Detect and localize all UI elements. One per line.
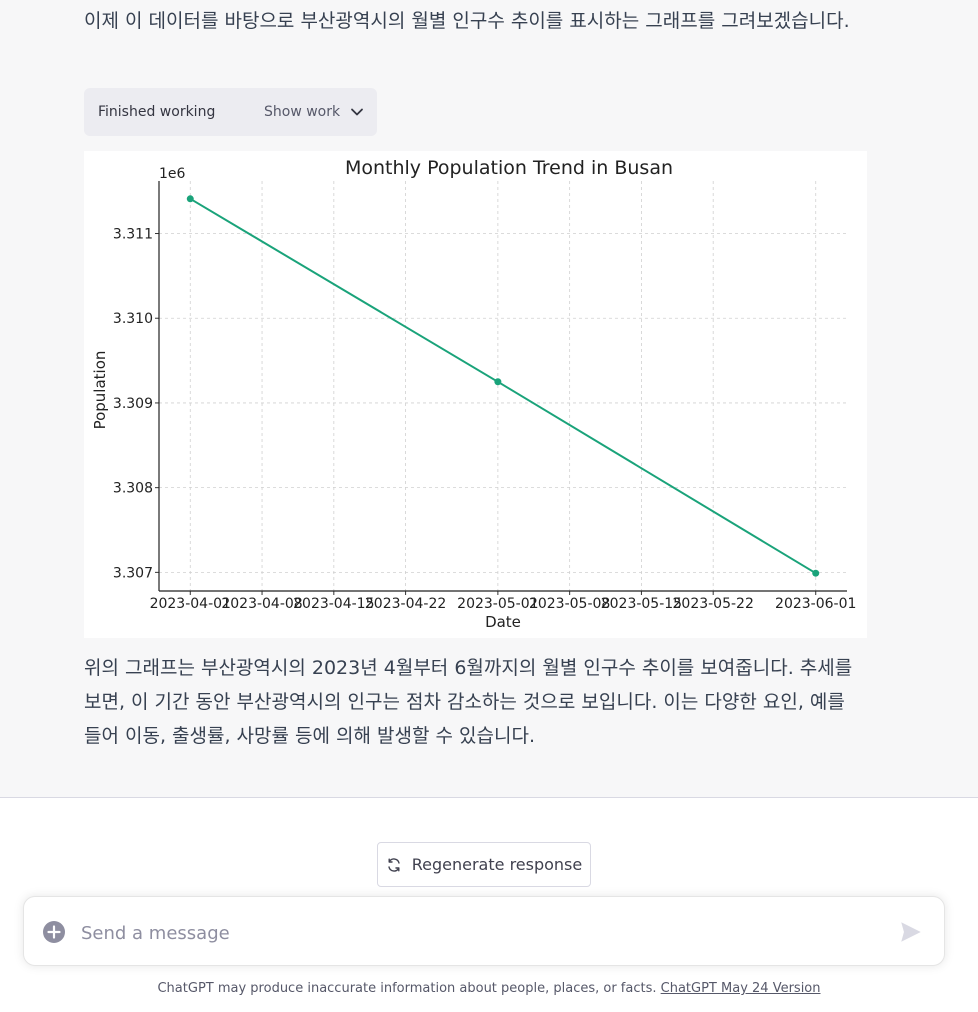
x-tick-label: 2023-04-22 [365,596,446,612]
y-tick-label: 3.311 [113,227,153,243]
chart-svg: 3.3073.3083.3093.3103.3112023-04-012023-… [91,157,856,631]
show-work-button[interactable]: Show work [264,88,364,136]
x-tick-label: 2023-04-08 [221,596,302,612]
y-tick-label: 3.309 [113,396,153,412]
x-tick-label: 2023-04-15 [293,596,374,612]
tool-status-label: Finished working [98,104,216,120]
series-line [189,197,817,575]
assistant-message: 이제 이 데이터를 바탕으로 부산광역시의 월별 인구수 추이를 표시하는 그래… [0,10,978,798]
y-tick-label: 3.310 [113,311,153,327]
regenerate-button[interactable]: Regenerate response [377,842,591,887]
plus-circle-icon[interactable] [42,920,66,944]
message-composer [23,896,945,966]
data-point [186,195,194,203]
population-chart: 3.307 3.308 3.309 3.310 3.311 2023-04-01 2023-… [84,151,867,638]
x-tick-label: 2023-05-08 [529,596,610,612]
x-tick-label: 2023-05-22 [673,596,754,612]
data-point [812,569,820,577]
y-offset-label: 1e6 [159,166,186,182]
refresh-icon [388,857,400,872]
message-input[interactable] [79,915,883,951]
x-tick-label: 2023-06-01 [775,596,856,612]
y-tick-label: 3.308 [113,481,153,497]
x-tick-label: 2023-04-01 [150,596,231,612]
x-tick-label: 2023-05-15 [601,596,682,612]
x-tick-label: 2023-05-01 [457,596,538,612]
footer-disclaimer: ChatGPT may produce inaccurate informati… [0,981,978,996]
version-link[interactable]: ChatGPT May 24 Version [660,981,821,996]
y-axis-label: Population [91,351,109,430]
data-point [494,378,502,386]
intro-text: 이제 이 데이터를 바탕으로 부산광역시의 월별 인구수 추이를 표시하는 그래… [84,10,850,32]
disclaimer-text: ChatGPT may produce inaccurate informati… [157,981,657,996]
chevron-down-icon [351,108,364,116]
regenerate-label: Regenerate response [411,855,583,874]
chart-title: Monthly Population Trend in Busan [345,157,673,179]
tool-status-pill: Finished working Show work [84,88,377,136]
y-tick-label: 3.307 [113,565,153,581]
summary-text: 위의 그래프는 부산광역시의 2023년 4월부터 6월까지의 월별 인구수 추… [84,657,853,747]
show-work-label: Show work [264,104,341,120]
x-axis-label: Date [485,613,521,631]
send-icon[interactable] [898,919,924,945]
